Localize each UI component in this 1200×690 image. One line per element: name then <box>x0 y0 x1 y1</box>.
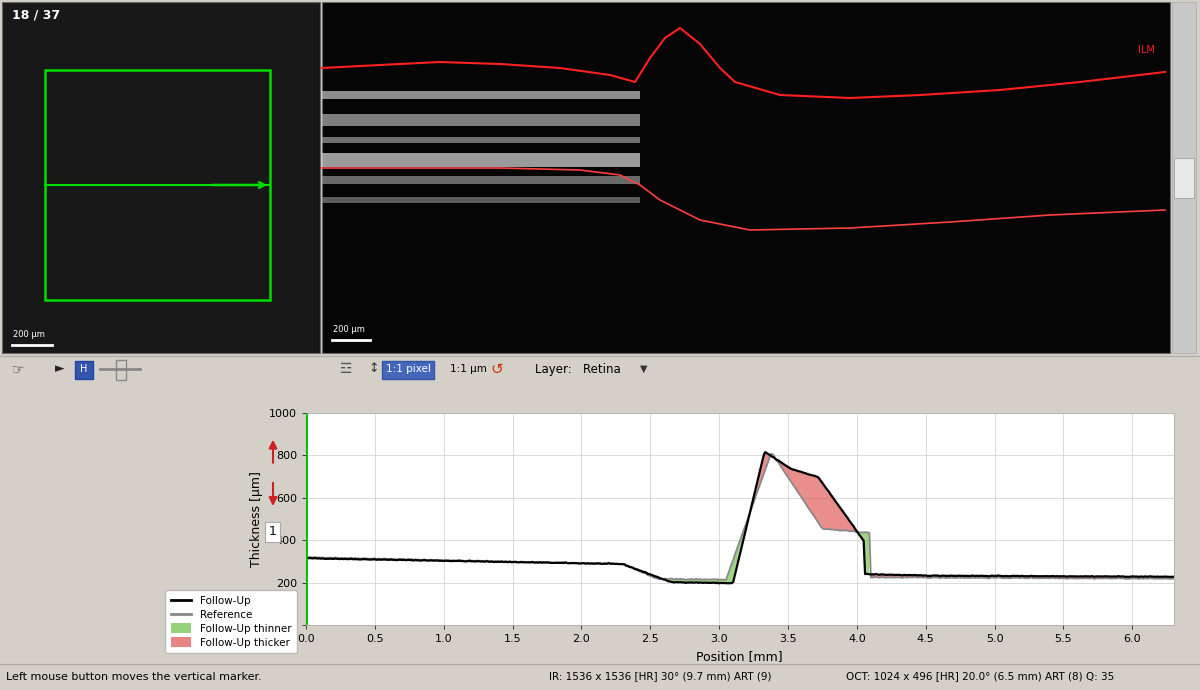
Text: 18 / 37: 18 / 37 <box>12 8 60 21</box>
Text: OCT: 1024 x 496 [HR] 20.0° (6.5 mm) ART (8) Q: 35: OCT: 1024 x 496 [HR] 20.0° (6.5 mm) ART … <box>846 671 1114 682</box>
Text: 200 μm: 200 μm <box>13 330 44 339</box>
Text: 200 μm: 200 μm <box>334 325 365 334</box>
Text: ☲: ☲ <box>340 362 353 376</box>
Bar <box>2 2 320 353</box>
Text: ↺: ↺ <box>490 362 503 377</box>
Text: H: H <box>80 364 88 374</box>
Text: 1: 1 <box>269 525 276 538</box>
Legend: Follow-Up, Reference, Follow-Up thinner, Follow-Up thicker: Follow-Up, Reference, Follow-Up thinner,… <box>166 591 296 653</box>
Text: ↕: ↕ <box>368 362 378 375</box>
Bar <box>46 70 270 300</box>
Text: ►: ► <box>55 362 65 375</box>
Text: 1:1 μm: 1:1 μm <box>450 364 487 374</box>
Text: Left mouse button moves the vertical marker.: Left mouse button moves the vertical mar… <box>6 671 262 682</box>
Bar <box>322 2 1170 353</box>
Bar <box>74 361 94 379</box>
Text: ☞: ☞ <box>12 362 24 376</box>
Bar <box>382 361 434 379</box>
X-axis label: Position [mm]: Position [mm] <box>696 649 784 662</box>
Text: ILM: ILM <box>1138 45 1154 55</box>
Bar <box>116 360 126 380</box>
Text: IR: 1536 x 1536 [HR] 30° (9.7 mm) ART (9): IR: 1536 x 1536 [HR] 30° (9.7 mm) ART (9… <box>548 671 772 682</box>
Bar <box>1172 2 1196 353</box>
Bar <box>1174 158 1194 198</box>
Text: 1:1 pixel: 1:1 pixel <box>385 364 431 374</box>
Text: ▼: ▼ <box>640 364 648 374</box>
Text: Layer:   Retina: Layer: Retina <box>535 362 620 375</box>
Y-axis label: Thickness [µm]: Thickness [µm] <box>251 471 264 567</box>
